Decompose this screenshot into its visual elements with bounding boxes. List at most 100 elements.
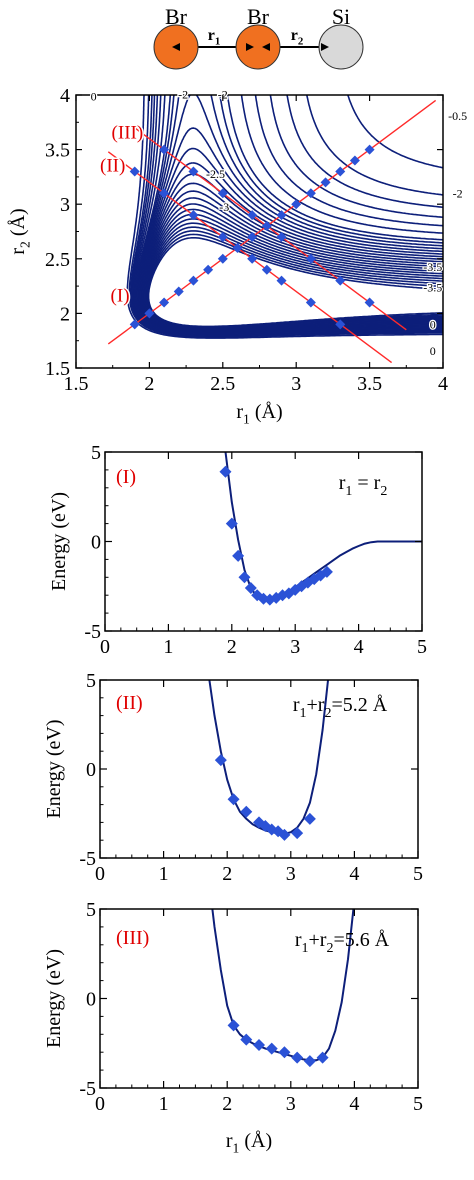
- contour-ytick-label: 3.5: [45, 140, 70, 162]
- energy-ytick-label: 0: [86, 989, 96, 1011]
- contour-level-18: [135, 95, 443, 334]
- contour-label-4: -2.5: [206, 167, 225, 181]
- contour-xlabel-sub: 1: [243, 412, 250, 427]
- contour-lines: [126, 95, 443, 339]
- cut-label-3: (III): [112, 123, 144, 144]
- contour-point-I-16: [364, 144, 375, 155]
- contour-ylabel-main: r: [7, 248, 29, 255]
- energy-xtick-label: 5: [413, 1093, 423, 1115]
- contour-label-8: -3.5: [423, 281, 442, 295]
- energy-ylabel: Energy (eV): [43, 949, 65, 1048]
- energy-condition-part: +r: [308, 929, 326, 951]
- energy-point-3: [238, 571, 251, 584]
- contour-level-13: [138, 162, 443, 333]
- contour-xtick-label: 3.5: [357, 373, 382, 395]
- energy-point-0: [219, 465, 232, 478]
- energy-point-8: [291, 827, 304, 840]
- energy-condition-part: +r: [306, 694, 324, 716]
- atom-label: Br: [165, 4, 188, 29]
- contour-xlabel-unit: (Å): [250, 401, 283, 423]
- contour-xtick-label: 2: [144, 373, 154, 395]
- energy-ytick-label: 0: [91, 532, 101, 554]
- contour-point-I-15: [349, 155, 360, 166]
- energy-panel-tag: (II): [116, 692, 143, 714]
- bond-label-1-main: r: [208, 27, 215, 44]
- contour-ylabel-sub: 2: [18, 241, 33, 248]
- contour-ytick-label: 1.5: [45, 358, 70, 380]
- energy-xtick-label: 1: [159, 1093, 169, 1115]
- contour-point-III-7: [364, 297, 375, 308]
- contour-xlabel-main: r: [236, 401, 243, 423]
- contour-label-9: 0: [430, 318, 436, 332]
- contour-point-II-3: [217, 231, 228, 242]
- energy-ytick-label: -5: [79, 848, 96, 870]
- contour-point-I-2: [159, 297, 170, 308]
- energy-point-7: [316, 1051, 329, 1064]
- contour-point-III-2: [217, 188, 228, 199]
- bond-label-1: r1: [208, 27, 221, 47]
- energy-condition-part: 1: [345, 484, 352, 499]
- contour-point-III-3: [247, 210, 258, 221]
- contour-point-I-3: [173, 286, 184, 297]
- energy-xtick-label: 0: [95, 1093, 105, 1115]
- energy-condition: r1+r2=5.2 Å: [293, 694, 388, 721]
- energy-xtick-label: 4: [349, 863, 359, 885]
- contour-xlabel: r1 (Å): [236, 401, 282, 427]
- contour-point-II-5: [247, 253, 258, 264]
- contour-point-I-1: [144, 308, 155, 319]
- energy-condition-part: 1: [299, 706, 306, 721]
- contour-point-I-12: [305, 188, 316, 199]
- atom-br-1: [235, 24, 281, 70]
- contour-label-6: -2: [453, 187, 463, 201]
- contour-point-I-11: [291, 199, 302, 210]
- energy-condition: r1 = r2: [339, 472, 388, 499]
- energy-ytick-label: 5: [86, 899, 96, 921]
- contour-point-II-8: [305, 297, 316, 308]
- contour-level-20: [133, 95, 443, 335]
- energy-ytick-label: -5: [84, 621, 101, 643]
- contour-point-II-7: [276, 275, 287, 286]
- energy-xtick-label: 3: [290, 636, 300, 658]
- contour-ytick-label: 3: [60, 194, 70, 216]
- contour-point-I-4: [188, 275, 199, 286]
- energy-panel-tag: (I): [116, 466, 136, 488]
- bond-label-2-main: r: [291, 27, 298, 44]
- contour-level-12: [138, 173, 443, 333]
- contour-level-19: [134, 95, 443, 335]
- energy-condition-part: r: [295, 929, 302, 951]
- contour-level-17: [135, 95, 443, 334]
- contour-label-2: -2: [218, 87, 228, 101]
- energy-ytick-label: 5: [86, 670, 96, 692]
- cut-label-2: (II): [100, 155, 125, 176]
- energy-condition-part: =5.2 Å: [331, 694, 387, 716]
- arrow-head: [321, 43, 329, 51]
- energy-xtick-label: 5: [417, 636, 427, 658]
- contour-ytick-label: 4: [60, 85, 70, 107]
- contour-xtick-label: 4: [438, 373, 448, 395]
- contour-label-7: -3.5: [423, 260, 442, 274]
- contour-point-I-9: [261, 221, 272, 232]
- cut-line-3: [134, 127, 407, 331]
- energy-xlabel-unit: (Å): [239, 1130, 272, 1152]
- cut-label-1: (I): [111, 285, 130, 306]
- contour-point-III-0: [159, 144, 170, 155]
- energy-point-1: [240, 1033, 253, 1046]
- energy-point-5: [291, 1051, 304, 1064]
- contour-point-III-6: [335, 275, 346, 286]
- contour-level-25: [128, 95, 443, 338]
- energy-point-6: [303, 1055, 316, 1068]
- contour-point-III-1: [188, 166, 199, 177]
- energy-ytick-label: -5: [79, 1078, 96, 1100]
- energy-ylabel: Energy (eV): [43, 719, 65, 818]
- bond-label-2-sub: 2: [298, 35, 303, 47]
- energy-curve: [224, 452, 422, 603]
- contour-xtick-label: 3: [291, 373, 301, 395]
- energy-condition-part: 2: [326, 941, 333, 956]
- energy-point-7: [278, 828, 291, 841]
- contour-xtick-label: 1.5: [64, 373, 89, 395]
- energy-point-4: [278, 1046, 291, 1059]
- arrow-head: [172, 43, 180, 51]
